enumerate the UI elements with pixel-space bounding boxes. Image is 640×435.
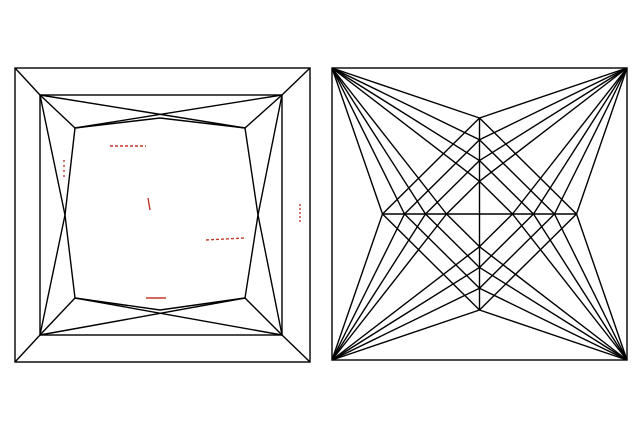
edge bbox=[479, 309, 628, 361]
edge bbox=[479, 213, 577, 311]
edge bbox=[553, 67, 628, 215]
edge bbox=[74, 297, 246, 311]
edge bbox=[532, 213, 628, 361]
edge bbox=[479, 180, 513, 215]
edge bbox=[39, 94, 246, 129]
edge bbox=[331, 266, 480, 361]
edge bbox=[257, 214, 283, 336]
edge bbox=[425, 213, 480, 268]
edge bbox=[244, 94, 283, 336]
edge bbox=[39, 94, 76, 336]
edge bbox=[479, 67, 628, 119]
edge bbox=[39, 297, 246, 336]
edge bbox=[575, 213, 628, 361]
edge bbox=[331, 287, 480, 361]
edge bbox=[404, 213, 480, 289]
edge bbox=[331, 67, 406, 215]
edge bbox=[404, 139, 480, 215]
edge bbox=[479, 67, 628, 141]
left-facet-diagram bbox=[14, 67, 311, 363]
edge bbox=[479, 67, 628, 162]
edge bbox=[331, 67, 480, 182]
mark bbox=[205, 237, 245, 241]
edge bbox=[331, 213, 448, 361]
edge bbox=[39, 94, 66, 216]
edge bbox=[479, 246, 628, 361]
edge bbox=[479, 67, 628, 182]
edge bbox=[281, 334, 311, 363]
edge bbox=[425, 160, 480, 215]
mark bbox=[147, 197, 151, 211]
edge bbox=[74, 117, 246, 129]
edge bbox=[331, 67, 480, 141]
annotation-marks bbox=[63, 145, 301, 299]
edge bbox=[257, 94, 283, 216]
edge bbox=[479, 139, 555, 215]
edge bbox=[331, 67, 480, 162]
right-facet-diagram bbox=[331, 67, 628, 361]
edge bbox=[331, 213, 384, 361]
edge bbox=[446, 180, 480, 215]
edge bbox=[382, 213, 480, 311]
edge bbox=[479, 266, 628, 361]
edge bbox=[14, 334, 41, 363]
edge bbox=[479, 287, 628, 361]
outer-square bbox=[331, 67, 628, 361]
outer-square bbox=[14, 67, 311, 363]
edge bbox=[74, 94, 283, 129]
edge bbox=[331, 67, 384, 215]
edge bbox=[331, 246, 480, 361]
edge bbox=[331, 67, 427, 215]
edge bbox=[281, 67, 311, 96]
edge bbox=[479, 213, 513, 248]
inner-square bbox=[39, 94, 283, 336]
edge bbox=[479, 213, 534, 268]
edge bbox=[511, 213, 628, 361]
edge bbox=[553, 213, 628, 361]
edge bbox=[14, 67, 41, 96]
edge bbox=[39, 214, 66, 336]
edge bbox=[74, 297, 283, 336]
edge bbox=[575, 67, 628, 215]
edge bbox=[331, 67, 480, 119]
edge bbox=[331, 213, 427, 361]
edge bbox=[331, 213, 406, 361]
edge bbox=[511, 67, 628, 215]
edge bbox=[382, 117, 480, 215]
edge bbox=[446, 213, 480, 248]
edge bbox=[331, 309, 480, 361]
edge bbox=[479, 117, 577, 215]
edge bbox=[479, 213, 555, 289]
edge bbox=[479, 160, 534, 215]
edge bbox=[532, 67, 628, 215]
edge bbox=[331, 67, 448, 215]
